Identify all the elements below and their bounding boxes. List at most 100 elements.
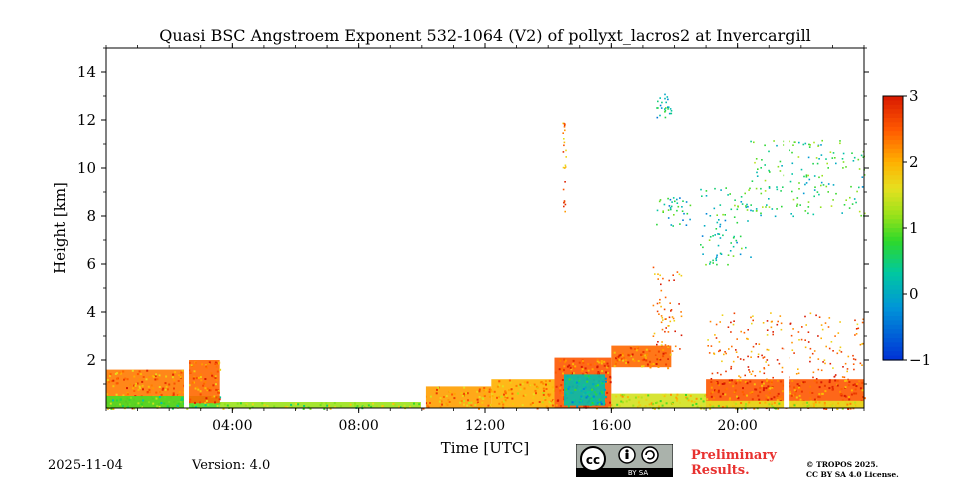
plot-area xyxy=(106,48,866,410)
copyright-notice: © TROPOS 2025. CC BY SA 4.0 License. xyxy=(806,460,899,480)
x-tick-label-3: 16:00 xyxy=(591,418,631,434)
colorbar-step xyxy=(883,140,903,145)
colorbar-step xyxy=(883,324,903,330)
colorbar-step xyxy=(883,100,903,106)
y-tick-label-1: 4 xyxy=(86,303,96,321)
scatter-scatter-evening xyxy=(707,312,864,381)
colorbar-step xyxy=(883,144,903,150)
colorbar-tick-label-2: 1 xyxy=(909,219,919,237)
plot-background xyxy=(106,48,864,408)
colorbar-step xyxy=(883,219,903,225)
colorbar-step xyxy=(883,214,903,220)
colorbar-step xyxy=(883,338,903,343)
colorbar-step xyxy=(883,298,903,304)
y-tick-label-6: 14 xyxy=(77,63,96,81)
colorbar-tick-label-3: 0 xyxy=(909,285,919,303)
colorbar-step xyxy=(883,109,903,115)
colorbar-step xyxy=(883,113,903,119)
colorbar-step xyxy=(883,276,903,282)
colorbar-step xyxy=(883,201,903,207)
colorbar-tick-label-0: 3 xyxy=(909,87,919,105)
colorbar-step xyxy=(883,179,903,185)
colorbar-step xyxy=(883,162,903,167)
copyright-line-1: © TROPOS 2025. xyxy=(806,460,879,469)
colorbar-step xyxy=(883,333,903,339)
heatmap-region-low-layer-04-10h xyxy=(219,402,422,410)
cc-license-badge: cc BY SA xyxy=(575,443,674,478)
colorbar-step xyxy=(883,157,903,163)
colorbar-step xyxy=(883,241,903,247)
footer-date: 2025-11-04 xyxy=(48,458,123,473)
colorbar-step xyxy=(883,197,903,203)
colorbar-step xyxy=(883,311,903,317)
colorbar-step xyxy=(883,307,903,313)
colorbar-step xyxy=(883,223,903,229)
colorbar-step xyxy=(883,267,903,273)
scatter-column-17h xyxy=(652,266,683,361)
colorbar-step xyxy=(883,289,903,295)
scatter-cirrus-1 xyxy=(700,187,752,266)
colorbar-step xyxy=(883,148,903,154)
colorbar-step xyxy=(883,258,903,264)
cc-icon xyxy=(580,446,606,472)
colorbar-tick-label-1: 2 xyxy=(909,153,919,171)
y-tick-label-4: 10 xyxy=(77,159,96,177)
chart-title: Quasi BSC Angstroem Exponent 532-1064 (V… xyxy=(159,26,811,45)
copyright-line-2: CC BY SA 4.0 License. xyxy=(806,470,899,479)
colorbar-step xyxy=(883,166,903,172)
colorbar-step xyxy=(883,346,903,352)
x-tick-label-1: 08:00 xyxy=(338,418,378,434)
colorbar-step xyxy=(883,329,903,335)
heatmap-region-low-layer-16-19h xyxy=(611,393,708,410)
data-gap-0 xyxy=(184,48,190,408)
scatter-cirrus-3 xyxy=(656,197,692,227)
preliminary-results-label: Preliminary Results. xyxy=(691,448,777,478)
colorbar-step xyxy=(883,184,903,189)
colorbar-step xyxy=(883,210,903,216)
colorbar-step xyxy=(883,316,903,321)
svg-text:cc: cc xyxy=(586,453,600,467)
colorbar-step xyxy=(883,285,903,291)
colorbar-step xyxy=(883,250,903,255)
colorbar-step xyxy=(883,351,903,357)
data-gap-1 xyxy=(420,48,426,408)
colorbar-step xyxy=(883,118,903,123)
colorbar-step xyxy=(883,104,903,110)
heatmap-region-aerosol-plume-03h xyxy=(188,360,222,404)
y-tick-label-5: 12 xyxy=(77,111,96,129)
colorbar-step xyxy=(883,131,903,137)
y-tick-label-3: 8 xyxy=(86,207,96,225)
colorbar-step xyxy=(883,228,903,233)
y-axis-label: Height [km] xyxy=(51,182,69,274)
colorbar-step xyxy=(883,206,903,211)
colorbar-step xyxy=(883,236,903,242)
y-tick-label-0: 2 xyxy=(86,351,96,369)
colorbar-step xyxy=(883,355,903,361)
colorbar-step xyxy=(883,254,903,260)
license-text: BY SA xyxy=(628,469,648,477)
y-tick-label-2: 6 xyxy=(86,255,96,273)
heatmap-region-cloud-16-18h xyxy=(611,345,672,370)
colorbar-step xyxy=(883,302,903,308)
colorbar-step xyxy=(883,135,903,141)
x-tick-label-2: 12:00 xyxy=(465,418,505,434)
colorbar-step xyxy=(883,170,903,176)
colorbar-step xyxy=(883,272,903,277)
colorbar-step xyxy=(883,96,903,101)
colorbar-step xyxy=(883,153,903,159)
colorbar-step xyxy=(883,188,903,194)
scatter-cirrus-4 xyxy=(656,93,673,119)
colorbar: 3 2 1 0 −1 xyxy=(882,87,931,369)
heatmap-region-low-layer-10-12h xyxy=(421,386,493,410)
colorbar-step xyxy=(883,122,903,128)
colorbar-step xyxy=(883,245,903,251)
preliminary-line-1: Preliminary xyxy=(691,448,777,463)
scatter-column-14-5h xyxy=(562,122,567,213)
colorbar-step xyxy=(883,175,903,181)
colorbar-step xyxy=(883,294,903,299)
footer-version: Version: 4.0 xyxy=(192,458,271,473)
colorbar-step xyxy=(883,280,903,286)
x-axis-label: Time [UTC] xyxy=(441,439,530,457)
colorbar-tick-label-4: −1 xyxy=(909,351,931,369)
